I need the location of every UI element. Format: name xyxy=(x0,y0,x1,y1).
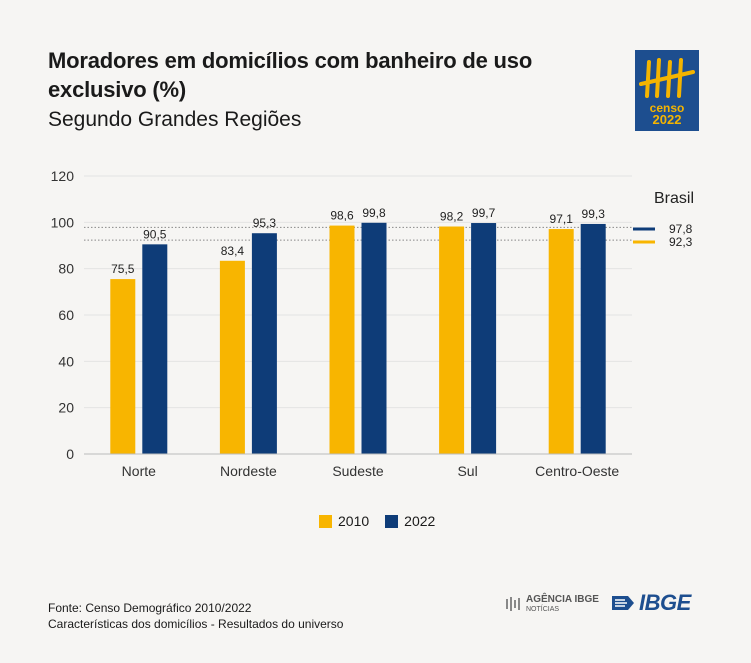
x-tick-label-centro-oeste: Centro-Oeste xyxy=(535,463,619,479)
agencia-ibge-subtitle: NOTÍCIAS xyxy=(526,605,560,613)
legend-label-2010: 2010 xyxy=(338,513,370,529)
legend-swatch-2022 xyxy=(385,514,399,528)
data-label-sul-2022: 99,7 xyxy=(472,206,496,220)
y-tick-label-0: 0 xyxy=(66,446,74,462)
agencia-ibge-logo: AGÊNCIA IBGE NOTÍCIAS xyxy=(504,592,604,616)
bar-sul-2010 xyxy=(439,226,465,454)
data-label-sudeste-2010: 98,6 xyxy=(330,209,354,223)
data-label-centro-oeste-2022: 99,3 xyxy=(582,207,606,221)
bar-centro-oeste-2010 xyxy=(548,229,574,454)
bar-centro-oeste-2022 xyxy=(580,223,606,454)
bar-sudeste-2010 xyxy=(329,225,355,454)
bar-chart: 0 20 40 60 80 100 120 75,5 90,5 Norte 83,4 95,3 Nord… xyxy=(51,168,694,479)
bar-sul-2022 xyxy=(471,223,497,454)
bar-nordeste-2022 xyxy=(251,233,277,454)
ibge-arrow-icon xyxy=(612,596,634,610)
y-tick-label-120: 120 xyxy=(51,168,75,184)
data-label-sudeste-2022: 99,8 xyxy=(362,206,386,220)
legend-item-2022: 2022 xyxy=(385,513,435,529)
censo-2022-logo: censo 2022 xyxy=(635,50,699,131)
y-tick-label-40: 40 xyxy=(58,353,74,369)
x-tick-label-nordeste: Nordeste xyxy=(220,463,277,479)
bar-sudeste-2022 xyxy=(361,222,387,454)
chart-title: Moradores em domicílios com banheiro de … xyxy=(48,48,533,102)
y-tick-label-60: 60 xyxy=(58,307,74,323)
y-tick-label-80: 80 xyxy=(58,261,74,277)
reference-value-2022: 97,8 xyxy=(669,222,693,236)
agencia-ibge-name: AGÊNCIA IBGE xyxy=(526,593,599,605)
agencia-ibge-icon xyxy=(506,597,520,611)
source-note: Fonte: Censo Demográfico 2010/2022 xyxy=(48,601,252,615)
bar-norte-2022 xyxy=(142,244,168,454)
reference-value-2010: 92,3 xyxy=(669,235,693,249)
chart-footer: Fonte: Censo Demográfico 2010/2022 Carac… xyxy=(48,600,343,632)
x-tick-label-sul: Sul xyxy=(457,463,477,479)
chart-legend: 2010 2022 xyxy=(319,512,451,530)
data-label-norte-2010: 75,5 xyxy=(111,262,135,276)
censo-logo-year: 2022 xyxy=(652,112,682,127)
data-label-nordeste-2022: 95,3 xyxy=(253,216,277,230)
legend-item-2010: 2010 xyxy=(319,513,369,529)
universe-note: Características dos domicílios - Resulta… xyxy=(48,617,344,631)
reference-title: Brasil xyxy=(654,190,694,207)
legend-label-2022: 2022 xyxy=(404,513,436,529)
x-tick-label-norte: Norte xyxy=(122,463,156,479)
data-label-norte-2022: 90,5 xyxy=(143,227,167,241)
chart-subtitle: Segundo Grandes Regiões xyxy=(48,108,302,131)
x-tick-label-sudeste: Sudeste xyxy=(332,463,384,479)
bar-nordeste-2010 xyxy=(219,260,245,454)
ibge-wordmark: IBGE xyxy=(639,590,691,615)
data-label-nordeste-2010: 83,4 xyxy=(221,244,245,258)
legend-swatch-2010 xyxy=(319,514,332,528)
ibge-logo: IBGE xyxy=(610,590,691,616)
data-label-sul-2010: 98,2 xyxy=(440,210,464,224)
data-label-centro-oeste-2010: 97,1 xyxy=(550,212,574,226)
censo-logo-word: censo xyxy=(649,101,685,115)
bar-norte-2010 xyxy=(110,279,136,454)
censo-tally-marks-icon xyxy=(639,58,695,98)
y-tick-label-20: 20 xyxy=(58,400,74,416)
y-tick-label-100: 100 xyxy=(51,214,75,230)
